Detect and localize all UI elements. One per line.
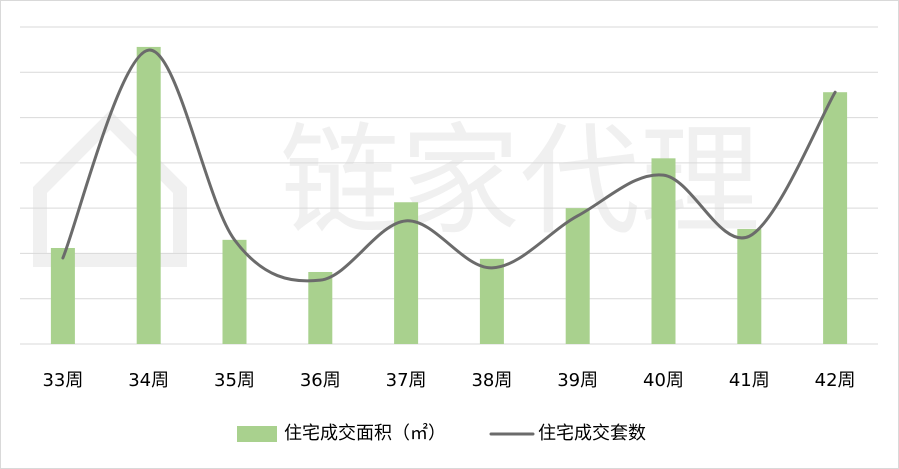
bar [136, 46, 161, 344]
legend-label: 住宅成交面积（㎡） [284, 422, 446, 444]
bar [222, 239, 247, 344]
x-tick-label: 36周 [300, 370, 341, 391]
x-tick-label: 39周 [557, 370, 598, 391]
watermark-icon [33, 110, 187, 267]
bar [479, 258, 504, 344]
x-tick-label: 35周 [214, 370, 255, 391]
bar [737, 228, 762, 344]
x-tick-label: 33周 [42, 370, 83, 391]
x-tick-label: 38周 [471, 370, 512, 391]
bar [565, 208, 590, 344]
bar [651, 158, 676, 344]
x-tick-label: 42周 [815, 370, 856, 391]
bar [394, 202, 419, 344]
x-tick-label: 37周 [386, 370, 427, 391]
line [61, 48, 837, 283]
bar [50, 247, 75, 344]
legend-swatch [237, 426, 277, 442]
watermark: 链家代理 [280, 113, 760, 252]
bar [823, 92, 848, 344]
x-tick-label: 34周 [128, 370, 169, 391]
x-tick-label: 40周 [643, 370, 684, 391]
legend-label: 住宅成交套数 [538, 423, 646, 444]
bar [308, 271, 333, 344]
x-tick-label: 41周 [729, 370, 770, 391]
